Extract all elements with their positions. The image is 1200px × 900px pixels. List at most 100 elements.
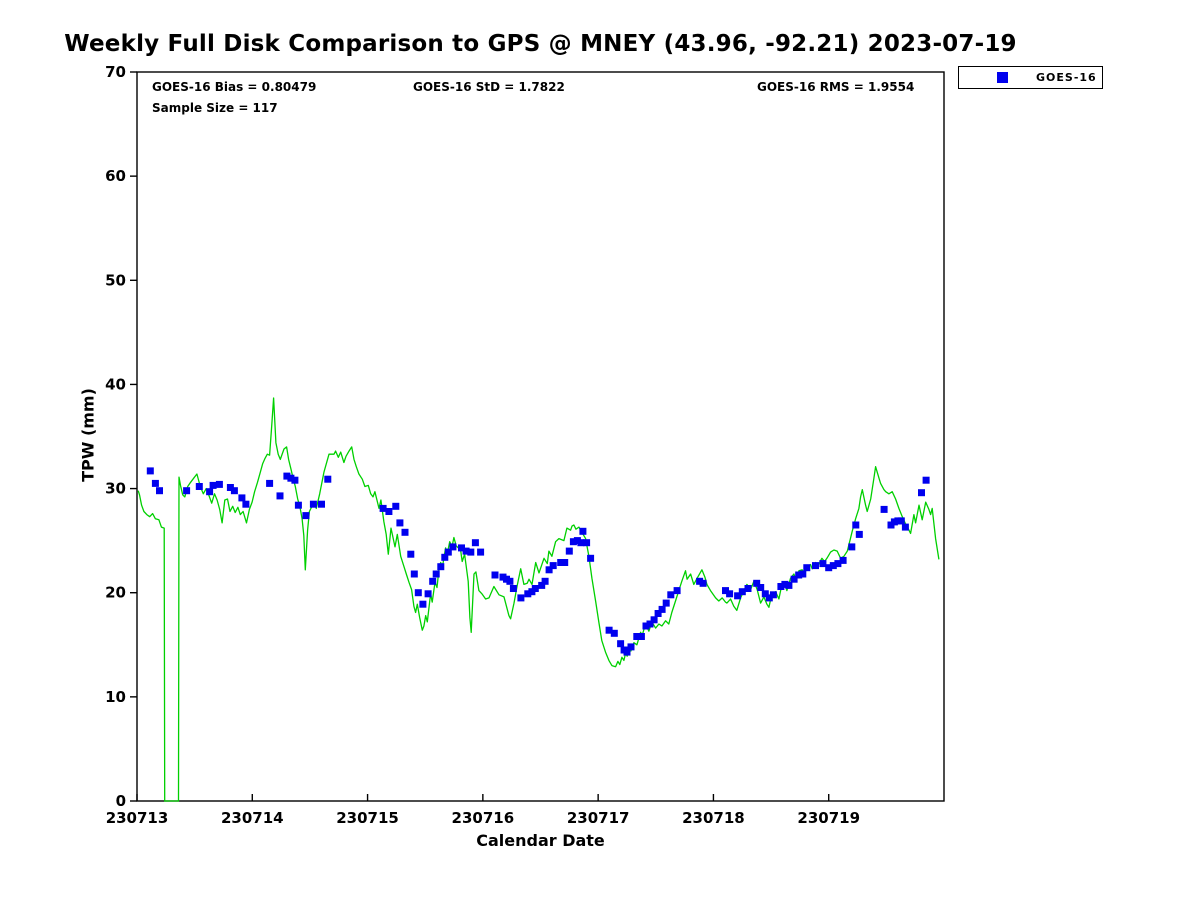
goes16-marker-icon xyxy=(294,501,302,509)
x-tick-label: 230713 xyxy=(106,809,169,827)
goes16-marker-icon xyxy=(583,539,591,547)
goes16-marker-icon xyxy=(795,571,803,579)
goes16-marker-icon xyxy=(471,539,479,547)
stat-sample-size: Sample Size = 117 xyxy=(152,101,278,115)
goes16-marker-icon xyxy=(195,483,203,490)
goes16-marker-icon xyxy=(829,562,837,570)
goes16-marker-icon xyxy=(238,494,246,502)
goes16-marker-icon xyxy=(918,489,925,497)
goes16-marker-icon xyxy=(449,543,457,551)
goes16-marker-icon xyxy=(432,570,440,578)
x-tick-label: 230718 xyxy=(682,809,745,827)
goes16-marker-icon xyxy=(633,633,641,640)
goes16-marker-icon xyxy=(545,566,553,574)
goes16-marker-icon xyxy=(379,504,387,512)
goes16-marker-icon xyxy=(414,589,422,597)
x-tick-label: 230716 xyxy=(452,809,515,827)
goes16-marker-icon xyxy=(901,523,909,531)
goes16-marker-icon xyxy=(549,562,557,570)
goes16-marker-icon xyxy=(734,592,742,600)
goes16-marker-icon xyxy=(156,487,163,495)
y-tick-label: 50 xyxy=(105,271,126,289)
goes16-marker-icon xyxy=(226,484,234,491)
goes16-marker-icon xyxy=(637,633,645,640)
goes16-marker-icon xyxy=(617,640,625,648)
goes16-marker-icon xyxy=(517,594,525,602)
x-tick-label: 230714 xyxy=(221,809,284,827)
goes16-marker-icon xyxy=(419,600,427,608)
goes16-marker-icon xyxy=(667,591,675,599)
goes16-marker-icon xyxy=(230,487,238,495)
goes16-marker-icon xyxy=(834,560,842,568)
goes16-marker-icon xyxy=(266,479,274,487)
goes16-marker-icon xyxy=(407,550,415,558)
goes16-marker-icon xyxy=(785,581,793,589)
goes16-marker-icon xyxy=(769,591,777,599)
goes16-marker-icon xyxy=(852,521,860,529)
goes16-marker-icon xyxy=(491,571,499,579)
goes16-marker-icon xyxy=(444,548,452,556)
goes16-marker-icon xyxy=(610,629,618,637)
goes16-marker-icon xyxy=(396,519,404,527)
goes16-marker-icon xyxy=(757,584,765,591)
goes16-marker-icon xyxy=(646,620,654,628)
y-tick-label: 0 xyxy=(116,792,126,810)
y-tick-label: 40 xyxy=(105,375,126,393)
goes16-marker-icon xyxy=(462,547,470,555)
goes16-marker-icon xyxy=(183,487,191,495)
goes16-marker-icon xyxy=(753,579,761,587)
goes16-marker-icon xyxy=(726,590,734,598)
goes16-marker-icon xyxy=(819,560,827,568)
goes16-marker-icon xyxy=(467,548,475,556)
goes16-marker-icon xyxy=(722,587,729,595)
goes16-marker-icon xyxy=(506,577,514,585)
goes16-marker-icon xyxy=(541,577,549,585)
goes16-marker-icon xyxy=(623,648,631,656)
stat-std: GOES-16 StD = 1.7822 xyxy=(413,80,565,94)
goes16-marker-icon xyxy=(642,622,650,630)
y-axis-label: TPW (mm) xyxy=(78,388,98,482)
goes16-marker-icon xyxy=(283,472,291,480)
goes16-marker-icon xyxy=(825,564,833,572)
x-tick-label: 230719 xyxy=(797,809,860,827)
legend: GOES-16 xyxy=(958,66,1103,89)
goes16-marker-icon xyxy=(429,577,437,585)
goes16-marker-icon xyxy=(662,599,670,607)
goes16-marker-icon xyxy=(812,562,819,570)
goes16-marker-icon xyxy=(302,512,310,520)
goes16-marker-icon xyxy=(557,559,565,566)
y-tick-label: 60 xyxy=(105,167,126,185)
goes16-marker-icon xyxy=(658,605,666,613)
goes16-marker-icon xyxy=(538,581,546,589)
goes16-marker-icon xyxy=(761,590,769,598)
goes16-marker-icon xyxy=(146,467,154,475)
goes16-marker-icon xyxy=(209,481,217,489)
goes16-marker-icon xyxy=(765,594,773,602)
y-tick-label: 30 xyxy=(105,480,126,498)
goes16-marker-icon xyxy=(799,570,807,578)
goes16-marker-icon xyxy=(790,575,798,583)
y-tick-label: 10 xyxy=(105,688,126,706)
goes16-marker-icon xyxy=(605,626,613,634)
goes16-marker-icon xyxy=(561,559,569,566)
goes16-marker-icon xyxy=(673,587,681,595)
goes16-marker-icon xyxy=(324,475,332,483)
goes16-marker-icon xyxy=(392,502,400,510)
goes16-marker-icon xyxy=(531,585,539,592)
goes16-marker-icon xyxy=(569,538,577,546)
goes16-marker-icon xyxy=(291,476,299,484)
goes16-marker-icon xyxy=(650,616,658,624)
goes16-marker-icon xyxy=(922,476,930,484)
x-axis: 230713 230714 230715 230716 230717 230718 2307… xyxy=(106,794,860,827)
goes16-marker-icon xyxy=(276,492,284,500)
gps-line xyxy=(137,397,940,802)
goes16-marker-icon xyxy=(242,500,250,508)
goes16-marker-icon xyxy=(309,500,317,508)
x-axis-label: Calendar Date xyxy=(476,831,605,850)
goes16-marker-icon xyxy=(897,517,905,525)
goes16-marker-icon xyxy=(410,570,418,578)
stat-rms: GOES-16 RMS = 1.9554 xyxy=(757,80,915,94)
goes16-marker-icon xyxy=(565,547,573,555)
goes16-marker-icon xyxy=(437,563,445,571)
